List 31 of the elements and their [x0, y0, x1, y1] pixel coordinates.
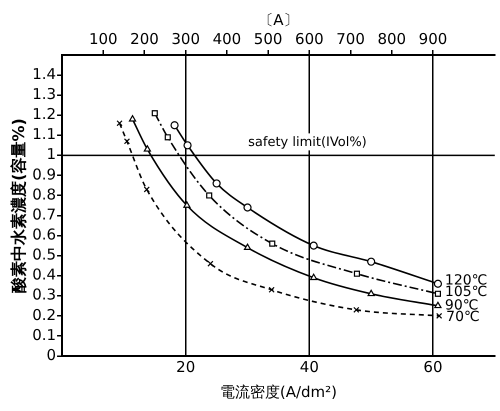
x2-tick-label: 400: [212, 30, 242, 48]
x-tick-label: 20: [176, 358, 196, 376]
x2-tick-label: 800: [377, 30, 406, 48]
x-tick-label: 60: [423, 358, 443, 376]
x-axis-title: 電流密度(A/dm²): [220, 382, 338, 401]
y-tick-label: 0.1: [32, 326, 56, 344]
y-axis-title: 酸素中水素濃度(容量%): [8, 118, 28, 293]
y-tick-label: 1: [46, 145, 56, 164]
y-tick-label: 1.1: [32, 125, 56, 144]
y-tick-label: 1.3: [32, 85, 56, 104]
y-tick-label: 0.7: [32, 205, 56, 224]
y-tick-label: 0.6: [32, 225, 56, 244]
y-tick-label: 0.2: [32, 306, 56, 324]
y-tick-label: 1.2: [32, 105, 56, 124]
x2-axis-title: 〔A〕: [258, 10, 299, 29]
y-tick-label: 0.9: [32, 165, 56, 184]
y-tick-label: 0.8: [32, 185, 56, 204]
x-tick-label: 40: [300, 358, 319, 376]
ref-line-label: safety limit(ⅠVol%): [248, 135, 367, 150]
x2-tick-label: 600: [295, 30, 324, 48]
x2-tick-label: 500: [254, 30, 282, 48]
x2-tick-label: 900: [418, 30, 448, 48]
x2-tick-label: 200: [130, 30, 159, 48]
y-tick-label: 0.3: [32, 286, 56, 304]
y-tick-label: 0.5: [32, 246, 56, 264]
y-tick-label: 0: [46, 346, 56, 364]
x2-tick-label: 100: [88, 30, 118, 48]
y-tick-label: 0.4: [32, 266, 56, 284]
y-tick-label: 1.4: [32, 64, 56, 83]
x2-tick-label: 300: [171, 30, 200, 48]
x2-tick-label: 700: [336, 30, 365, 48]
